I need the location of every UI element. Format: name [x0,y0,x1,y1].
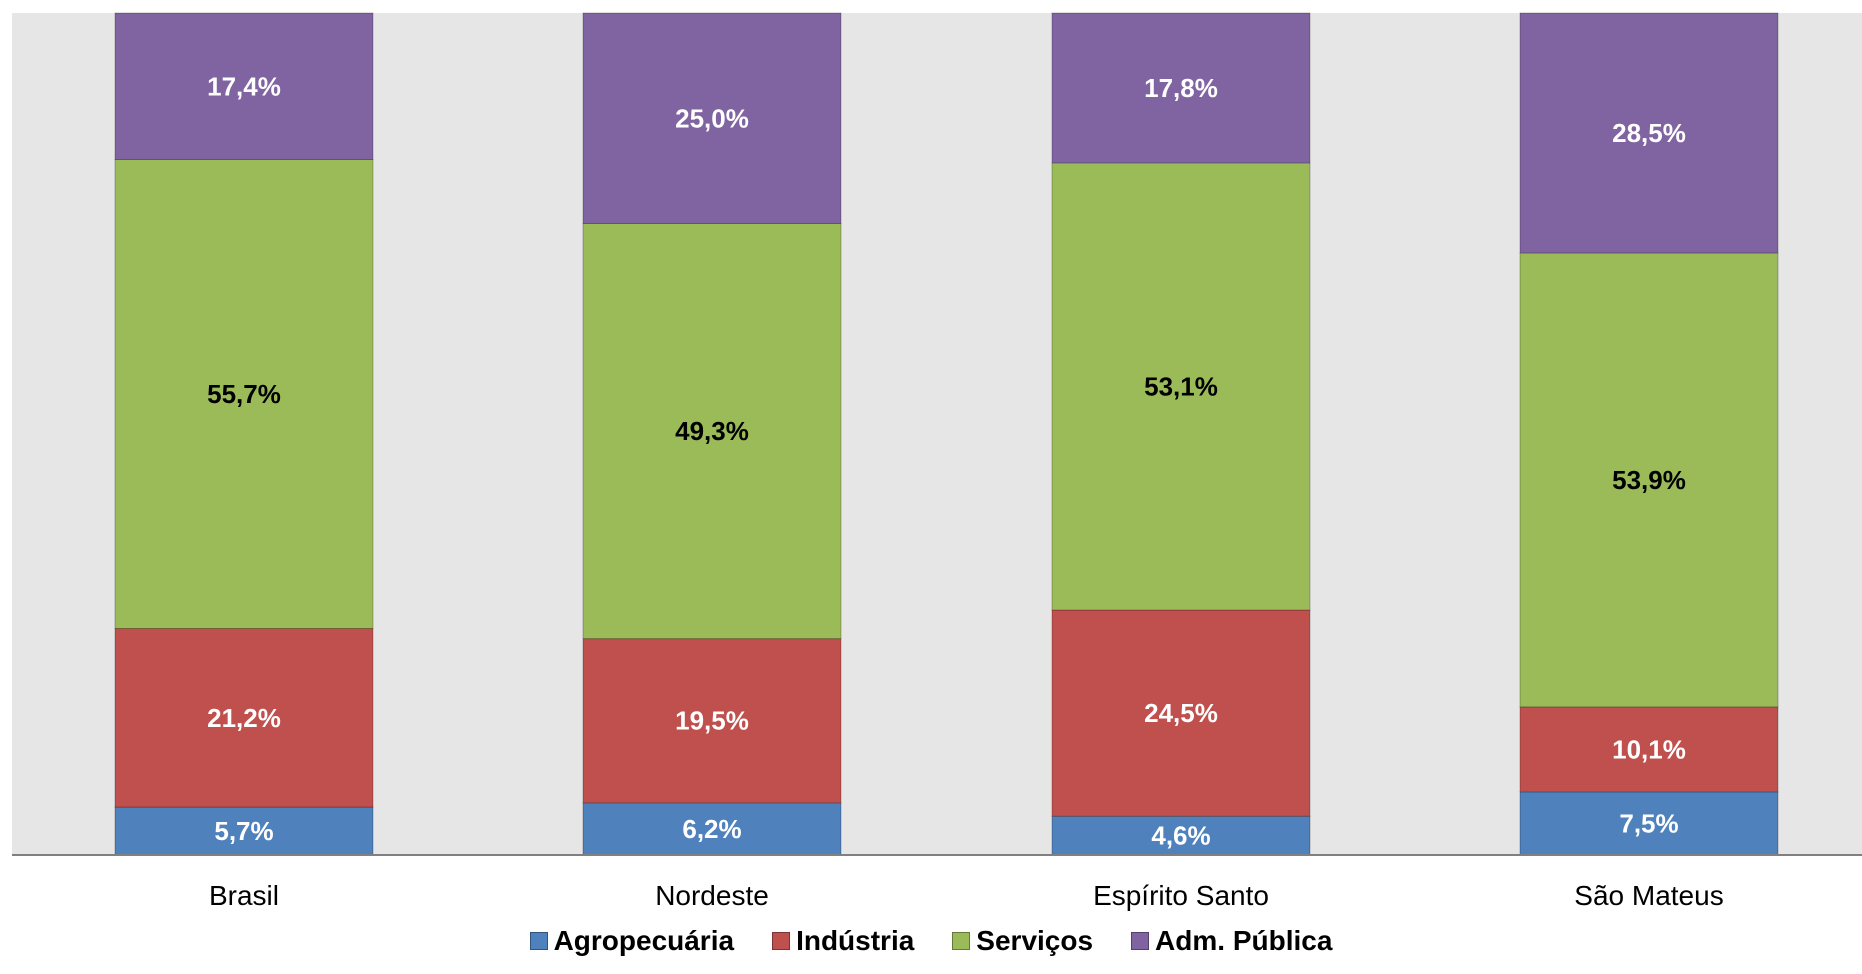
bar-segment-agropecu-ria-0 [114,806,374,856]
bar-segment-adm-p-blica-2 [1051,12,1311,164]
data-label: 53,9% [1612,465,1686,495]
bar-segment-ind-stria-0 [114,628,374,808]
legend-item: Serviços [952,925,1093,957]
legend-item: Indústria [772,925,914,957]
data-label: 17,8% [1144,73,1218,103]
bar-segment-servi-os-1 [582,223,842,640]
data-label: 19,5% [675,706,749,736]
data-label: 24,5% [1144,698,1218,728]
bar-segment-ind-stria-3 [1519,706,1779,793]
bar-segment-adm-p-blica-0 [114,12,374,161]
legend-swatch [1131,932,1150,950]
data-label: 7,5% [1619,808,1678,838]
x-tick-label: Nordeste [655,880,769,911]
data-label: 28,5% [1612,118,1686,148]
bar-segment-servi-os-2 [1051,162,1311,611]
bars [114,12,1779,856]
data-label: 5,7% [214,816,273,846]
data-label: 21,2% [207,703,281,733]
x-tick-label: Brasil [209,880,279,911]
legend-label: Serviços [976,925,1094,956]
bar-segment-ind-stria-2 [1051,609,1311,817]
x-tick-label: São Mateus [1574,880,1723,911]
legend: Agropecuária Indústria Serviços Adm. Públic… [0,925,1862,957]
bar-segment-adm-p-blica-3 [1519,12,1779,254]
data-label: 17,4% [207,71,281,101]
bar-segment-adm-p-blica-1 [582,12,842,224]
legend-swatch [952,932,971,950]
x-axis: Brasil Nordeste Espírito Santo São Mateus [12,854,1862,911]
legend-swatch [772,932,791,950]
legend-label: Agropecuária [553,925,735,956]
data-label: 6,2% [682,814,741,844]
x-tick-label: Espírito Santo [1093,880,1269,911]
data-label: 53,1% [1144,371,1218,401]
legend-label: Adm. Pública [1155,925,1333,956]
data-label: 49,3% [675,416,749,446]
legend-label: Indústria [796,925,915,956]
legend-swatch [529,932,548,950]
data-label: 4,6% [1151,821,1210,851]
bar-segment-agropecu-ria-3 [1519,791,1779,856]
legend-item: Agropecuária [529,925,735,957]
legend-item: Adm. Pública [1131,925,1332,957]
bar-segment-servi-os-3 [1519,252,1779,708]
data-label: 55,7% [207,379,281,409]
data-label: 10,1% [1612,734,1686,764]
bar-segment-ind-stria-1 [582,638,842,804]
data-label: 25,0% [675,103,749,133]
bar-segment-servi-os-0 [114,159,374,630]
bar-segment-agropecu-ria-2 [1051,815,1311,856]
data-labels: 5,7% 21,2% 55,7% 17,4% 6,2% 19,5% 49,3% 25,0% 4,… [207,71,1686,850]
